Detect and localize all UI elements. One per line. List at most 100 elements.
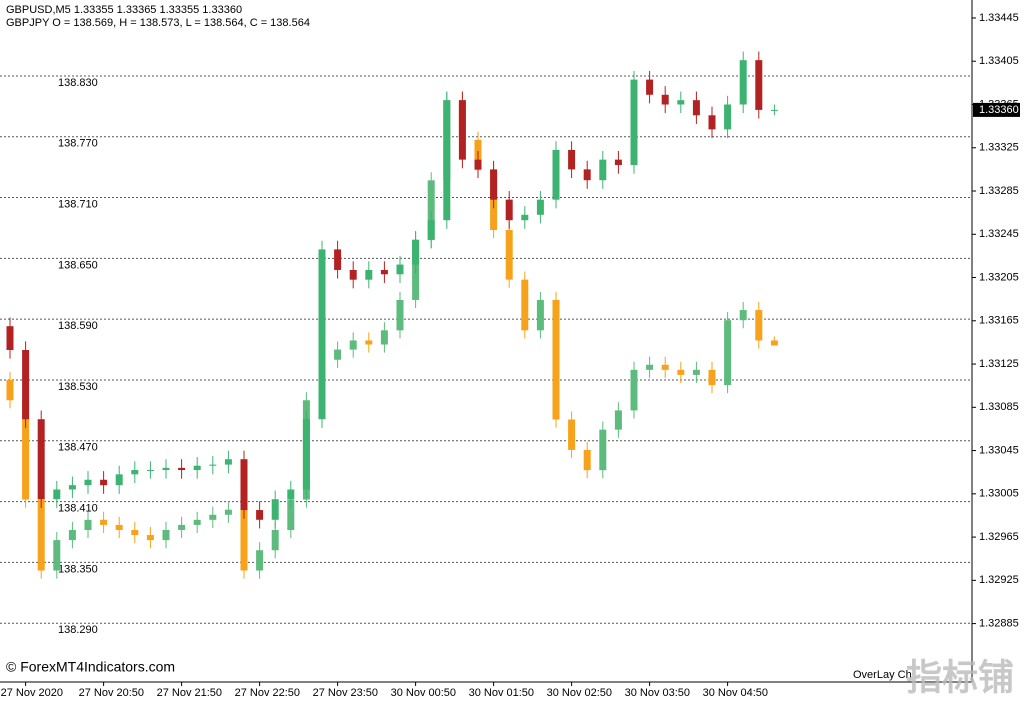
- x-tick-label: 30 Nov 01:50: [469, 687, 534, 699]
- header-line: GBPUSD,M5 1.33355 1.33365 1.33355 1.3336…: [6, 4, 242, 16]
- candle-body: [53, 540, 61, 571]
- copyright: © ForexMT4Indicators.com: [6, 659, 175, 675]
- candle-body: [661, 94, 669, 105]
- candle-body: [396, 299, 404, 331]
- y2-tick-label: 138.710: [58, 198, 98, 210]
- candle-body: [552, 299, 560, 420]
- candle-body: [131, 470, 139, 475]
- candle-body: [256, 510, 264, 520]
- indicator-label: OverLay Ch: [853, 669, 912, 681]
- candle-body: [427, 180, 435, 241]
- last-price-label: 1.33360: [979, 104, 1019, 116]
- y-tick-label: 1.33405: [979, 55, 1019, 67]
- candle-body: [646, 364, 654, 370]
- candle-body: [380, 269, 388, 275]
- candle-body: [614, 410, 622, 430]
- candle-body: [412, 239, 420, 265]
- candle-body: [100, 519, 108, 525]
- candle-body: [708, 369, 716, 386]
- candle-body: [614, 159, 622, 166]
- candle-body: [240, 509, 248, 571]
- candle-body: [256, 550, 264, 571]
- candle-body: [599, 429, 607, 471]
- candle-body: [365, 269, 373, 280]
- candle-body: [568, 149, 576, 170]
- candle-body: [365, 340, 373, 345]
- candle-body: [490, 169, 498, 200]
- candle-body: [22, 349, 30, 420]
- candle-body: [6, 326, 14, 350]
- candle-body: [599, 159, 607, 181]
- candle-body: [380, 330, 388, 345]
- y2-tick-label: 138.350: [58, 563, 98, 575]
- candle-body: [646, 79, 654, 95]
- last-price-box: [973, 102, 1020, 117]
- x-tick-label: 27 Nov 20:50: [79, 687, 144, 699]
- y-tick-label: 1.33045: [979, 444, 1019, 456]
- candle-body: [521, 214, 529, 221]
- candle-body: [53, 489, 61, 500]
- candle-body: [271, 529, 279, 551]
- candle-body: [37, 419, 45, 500]
- candle-body: [131, 529, 139, 536]
- candle-body: [458, 100, 466, 160]
- candle-body: [271, 499, 279, 520]
- candle-body: [583, 169, 591, 181]
- candle-body: [536, 299, 544, 331]
- candle-body: [443, 100, 451, 221]
- candle-body: [193, 465, 201, 471]
- candle-body: [739, 60, 747, 105]
- y-tick-label: 1.33285: [979, 185, 1019, 197]
- y2-tick-label: 138.410: [58, 503, 98, 515]
- candle-body: [568, 419, 576, 450]
- y2-tick-label: 138.470: [58, 442, 98, 454]
- candle-body: [302, 419, 310, 490]
- candle-body: [396, 264, 404, 275]
- candle-body: [536, 199, 544, 215]
- x-tick-label: 30 Nov 04:50: [703, 687, 768, 699]
- candle-body: [287, 499, 295, 530]
- x-tick-label: 27 Nov 22:50: [235, 687, 300, 699]
- watermark: 指标铺: [906, 657, 1014, 698]
- x-tick-label: 30 Nov 03:50: [625, 687, 690, 699]
- candle-body: [677, 100, 685, 105]
- candle-body: [68, 529, 76, 541]
- candle-body: [739, 310, 747, 321]
- candle-body: [708, 115, 716, 130]
- candle-body: [334, 349, 342, 360]
- candle-body: [552, 149, 560, 200]
- candle-body: [84, 519, 92, 530]
- candle-body: [162, 529, 170, 541]
- y-tick-label: 1.33325: [979, 142, 1019, 154]
- candle-body: [115, 474, 123, 486]
- candle-body: [474, 159, 482, 170]
- candle-body: [505, 229, 513, 280]
- y2-tick-label: 138.770: [58, 138, 98, 150]
- candle-body: [100, 479, 108, 486]
- candle-body: [770, 340, 778, 346]
- y-tick-label: 1.32925: [979, 574, 1019, 586]
- candle-body: [6, 379, 14, 401]
- candle-body: [724, 320, 732, 386]
- candle-body: [146, 470, 154, 472]
- y-tick-label: 1.33005: [979, 488, 1019, 500]
- y-tick-label: 1.33245: [979, 228, 1019, 240]
- y2-tick-label: 138.830: [58, 77, 98, 89]
- candle-body: [677, 369, 685, 375]
- y-tick-label: 1.33085: [979, 401, 1019, 413]
- candle-body: [240, 459, 248, 511]
- candle-body: [68, 485, 76, 490]
- y-tick-label: 1.33205: [979, 271, 1019, 283]
- candle-body: [209, 464, 217, 466]
- y-tick-label: 1.33445: [979, 12, 1019, 24]
- candle-body: [427, 220, 435, 240]
- y2-tick-label: 138.290: [58, 624, 98, 636]
- candle-body: [692, 100, 700, 116]
- candle-body: [287, 489, 295, 500]
- candle-body: [193, 519, 201, 525]
- candle-body: [770, 109, 778, 111]
- candle-body: [521, 279, 529, 331]
- candle-body: [115, 524, 123, 530]
